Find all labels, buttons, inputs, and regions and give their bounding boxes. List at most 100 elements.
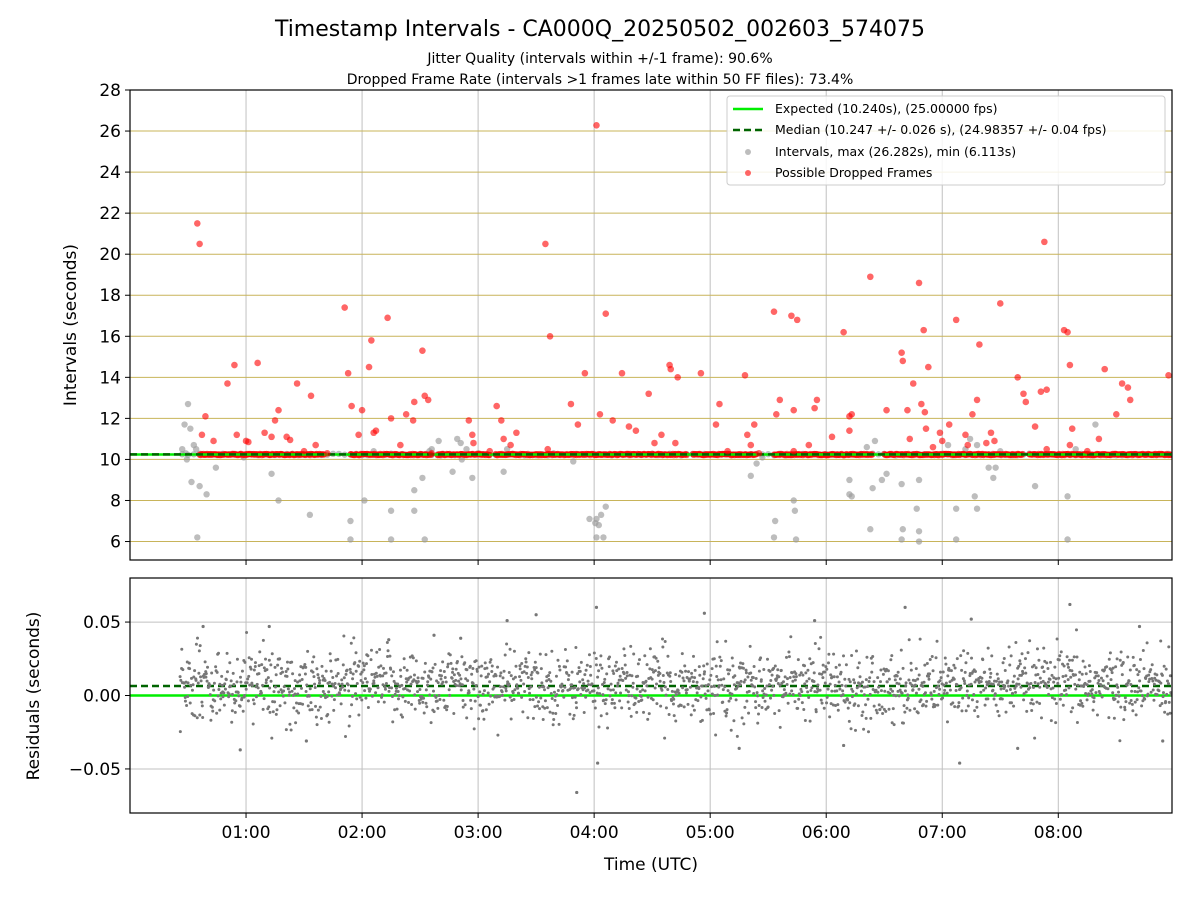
residual-point: [964, 661, 968, 665]
residual-point: [979, 680, 983, 684]
residual-point: [806, 668, 810, 672]
y-tick-label: 28: [99, 81, 121, 101]
residual-point: [317, 676, 321, 680]
residual-point: [325, 695, 329, 699]
residual-point: [603, 677, 607, 681]
residual-point: [386, 649, 390, 653]
residual-point: [597, 669, 601, 673]
residual-point: [752, 692, 756, 696]
residual-point: [390, 695, 394, 699]
residual-point: [721, 688, 725, 692]
residual-point: [486, 691, 490, 695]
residual-point: [762, 692, 766, 696]
residual-point: [621, 678, 625, 682]
residual-point: [380, 695, 384, 699]
residual-point: [824, 665, 828, 669]
residual-point: [988, 675, 992, 679]
residual-point: [884, 709, 888, 713]
interval-point: [184, 400, 192, 408]
residual-point: [1009, 701, 1013, 705]
residual-point: [1081, 659, 1085, 663]
residual-point: [481, 692, 485, 696]
residual-point: [188, 701, 192, 705]
residual-point: [485, 675, 489, 679]
residual-point: [701, 677, 705, 681]
dropped-frame-point: [1068, 425, 1076, 432]
residual-point: [366, 705, 370, 709]
residual-point: [1055, 637, 1059, 641]
residual-point: [1049, 719, 1053, 723]
residual-point: [1150, 663, 1154, 667]
residual-point: [611, 688, 615, 692]
dropped-frame-point: [358, 406, 366, 414]
residual-point: [648, 667, 652, 671]
residual-point: [796, 706, 800, 710]
residual-point: [290, 689, 294, 693]
interval-point: [753, 460, 760, 467]
residual-point: [296, 692, 300, 696]
residual-point: [1083, 681, 1087, 685]
residual-point: [812, 671, 816, 675]
residual-point: [578, 680, 582, 684]
dropped-frame-point: [581, 369, 589, 377]
residual-outlier-point: [842, 743, 846, 748]
residual-point: [541, 717, 545, 721]
residual-point: [640, 698, 644, 702]
residual-point: [734, 698, 738, 702]
dropped-frame-point: [1037, 388, 1045, 396]
residual-point: [767, 683, 771, 687]
residual-point: [1025, 709, 1029, 713]
residual-point: [446, 662, 450, 666]
residual-point: [793, 678, 797, 682]
residual-point: [281, 694, 285, 698]
residual-point: [385, 641, 389, 645]
residual-point: [501, 685, 505, 689]
residual-point: [337, 682, 341, 686]
residual-point: [333, 681, 337, 685]
residual-point: [363, 677, 367, 681]
residual-point: [315, 667, 319, 671]
residual-point: [725, 711, 729, 715]
residual-point: [661, 674, 665, 678]
residual-point: [393, 708, 397, 712]
residual-point: [883, 689, 887, 693]
residual-point: [1029, 682, 1033, 686]
residual-point: [593, 699, 597, 703]
residual-point: [519, 678, 523, 682]
dropped-frame-point: [609, 417, 617, 424]
residual-point: [276, 663, 280, 667]
dropped-frame-point: [493, 402, 500, 410]
dropped-frame-point: [1022, 398, 1030, 406]
residual-point: [670, 699, 674, 703]
residual-point: [254, 695, 258, 699]
residual-outlier-point: [534, 613, 538, 617]
residual-point: [688, 685, 692, 689]
residual-point: [891, 707, 895, 711]
interval-point: [973, 441, 981, 449]
interval-point: [421, 536, 428, 543]
residual-point: [576, 672, 580, 676]
residual-point: [1097, 679, 1101, 683]
residual-point: [923, 691, 927, 695]
residual-point: [1130, 702, 1134, 706]
residual-point: [716, 678, 720, 682]
residual-point: [183, 699, 187, 703]
residual-point: [1159, 681, 1163, 685]
residual-point: [422, 711, 426, 715]
y-tick-label: 0.05: [83, 613, 121, 633]
residual-point: [949, 669, 953, 673]
residual-outlier-point: [201, 624, 205, 629]
residual-point: [578, 669, 582, 673]
interval-point: [469, 474, 476, 482]
residual-point: [197, 671, 201, 675]
residual-point: [823, 681, 827, 685]
residual-point: [720, 683, 724, 687]
residual-point: [838, 687, 842, 691]
residual-point: [256, 686, 260, 690]
residual-point: [1028, 639, 1032, 643]
x-tick-label: 05:00: [686, 823, 735, 843]
residual-point: [310, 708, 314, 712]
residual-point: [1050, 673, 1054, 677]
residual-point: [743, 678, 747, 682]
residual-point: [376, 700, 380, 704]
